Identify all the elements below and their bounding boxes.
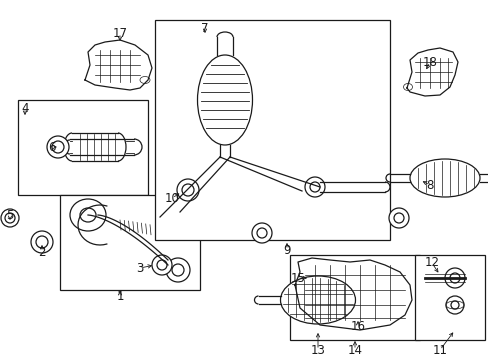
Ellipse shape	[47, 136, 69, 158]
Ellipse shape	[450, 301, 458, 309]
Ellipse shape	[140, 77, 150, 84]
Ellipse shape	[1, 209, 19, 227]
Ellipse shape	[393, 213, 403, 223]
Bar	[18, 100, 148, 195]
Text: 1: 1	[116, 291, 123, 303]
Ellipse shape	[305, 177, 325, 197]
Text: 16: 16	[350, 320, 365, 333]
Ellipse shape	[403, 84, 412, 90]
Ellipse shape	[257, 228, 266, 238]
Text: 17: 17	[112, 27, 127, 40]
Bar	[155, 20, 389, 240]
Ellipse shape	[52, 141, 64, 153]
Ellipse shape	[157, 260, 167, 270]
Text: 8: 8	[426, 179, 433, 192]
Text: 15: 15	[290, 271, 305, 284]
Ellipse shape	[5, 213, 15, 223]
Text: 3: 3	[136, 261, 143, 274]
Ellipse shape	[445, 296, 463, 314]
Ellipse shape	[409, 159, 479, 197]
Ellipse shape	[152, 255, 172, 275]
Bar	[414, 255, 484, 340]
Ellipse shape	[70, 199, 106, 231]
Bar	[289, 255, 419, 340]
Ellipse shape	[172, 264, 183, 276]
Ellipse shape	[177, 179, 199, 201]
Ellipse shape	[449, 273, 459, 283]
Ellipse shape	[251, 223, 271, 243]
Text: 14: 14	[347, 343, 362, 356]
Text: 13: 13	[310, 343, 325, 356]
Text: 4: 4	[21, 102, 29, 114]
Ellipse shape	[444, 268, 464, 288]
Ellipse shape	[309, 182, 319, 192]
Text: 10: 10	[164, 192, 179, 204]
Ellipse shape	[197, 55, 252, 145]
Text: 2: 2	[38, 246, 46, 258]
Text: 9: 9	[283, 243, 290, 257]
Ellipse shape	[165, 258, 190, 282]
Ellipse shape	[36, 236, 48, 248]
Text: 7: 7	[201, 22, 208, 35]
Ellipse shape	[31, 231, 53, 253]
Bar	[60, 195, 200, 290]
Text: 6: 6	[48, 140, 56, 153]
Ellipse shape	[80, 208, 96, 222]
Text: 18: 18	[422, 55, 437, 68]
Text: 11: 11	[431, 343, 447, 356]
Ellipse shape	[182, 184, 194, 196]
Text: 12: 12	[424, 256, 439, 270]
Ellipse shape	[388, 208, 408, 228]
Ellipse shape	[280, 276, 355, 324]
Text: 5: 5	[6, 208, 14, 221]
